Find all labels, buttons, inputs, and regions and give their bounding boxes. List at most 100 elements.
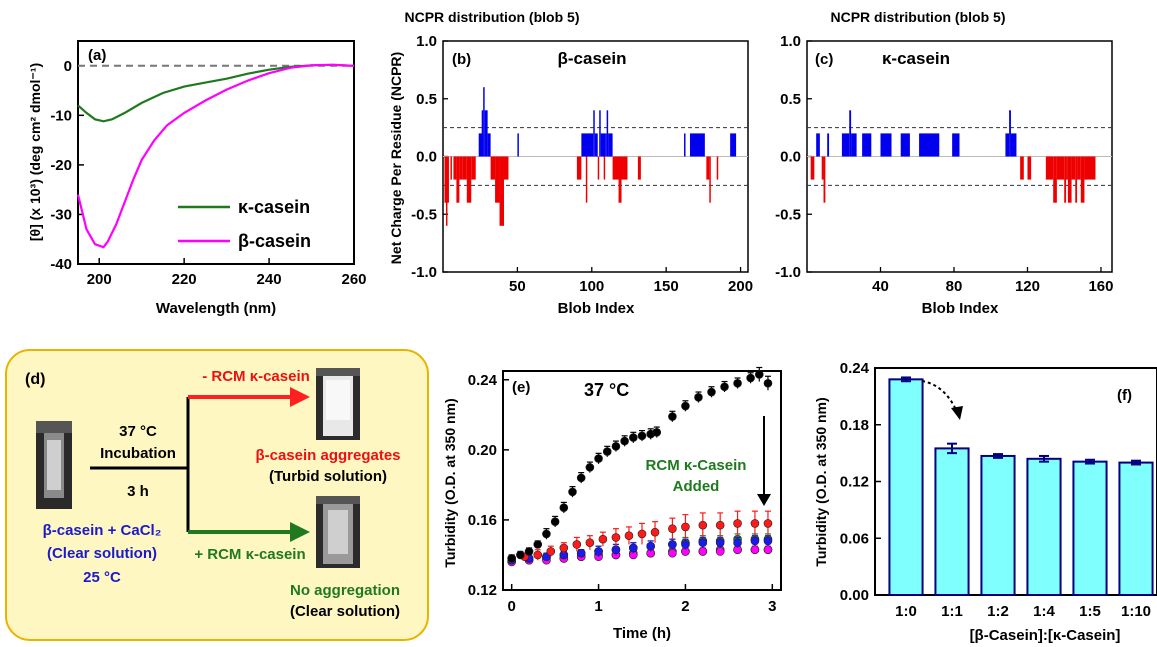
sample-temp: 25 °C — [83, 569, 121, 586]
turbidity-bar — [1026, 457, 1062, 596]
ncpr-bar-negative — [490, 156, 496, 180]
ncpr-bar-negative — [1020, 156, 1024, 180]
data-point — [594, 547, 603, 556]
ncpr-bar-negative — [1075, 156, 1078, 203]
y-tick-label: 1.0 — [416, 33, 437, 50]
ncpr-bar-positive — [608, 133, 613, 157]
legend-label-beta: β-casein — [238, 231, 311, 251]
y-tick-label: 0.5 — [780, 91, 801, 108]
ncpr-bar-negative — [576, 156, 582, 180]
panel-c-ncpr-kappa: NCPR distribution (blob 5) (c) κ-casein … — [775, 9, 1113, 317]
x-tick-label: 0 — [508, 598, 516, 615]
condition-incubation: Incubation — [100, 445, 176, 462]
ncpr-bar-positive — [594, 133, 598, 157]
ncpr-bar-negative — [618, 156, 622, 203]
data-point — [707, 387, 716, 397]
panel-e-ylabel: Turbidity (O.D. at 350 nm) — [442, 398, 458, 567]
panel-b-xlabel: Blob Index — [558, 300, 635, 317]
result-bottom-state: (Clear solution) — [290, 603, 400, 620]
data-point — [524, 547, 534, 556]
panel-f-label: (f) — [1117, 387, 1132, 404]
data-point — [629, 433, 638, 442]
ncpr-bar-negative — [450, 156, 452, 180]
turbidity-bar — [1118, 461, 1154, 597]
data-point — [611, 442, 621, 451]
panel-a-ylabel: [θ] (x 10³) (deg cm² dmol⁻¹) — [27, 63, 43, 241]
sample-label: β-casein + CaCl₂ — [43, 522, 162, 539]
data-point — [624, 531, 634, 540]
data-point — [585, 538, 595, 547]
result-top-state: (Turbid solution) — [269, 468, 387, 485]
panel-a-label: (a) — [88, 47, 106, 64]
ncpr-bar-negative — [1027, 156, 1032, 180]
y-tick-label: -1.0 — [411, 264, 437, 281]
y-tick-label: 0.0 — [416, 149, 437, 166]
ncpr-bar-negative — [1084, 156, 1096, 180]
branch-top-label: - RCM κ-casein — [202, 368, 310, 385]
ncpr-bar-positive — [484, 110, 488, 157]
data-point — [733, 538, 742, 547]
x-tick-label: 220 — [172, 271, 197, 288]
data-point — [750, 519, 760, 528]
ncpr-bar-negative — [706, 156, 710, 180]
data-point — [576, 548, 586, 558]
data-point — [763, 519, 773, 528]
data-point — [576, 473, 586, 483]
result-top-label: β-casein aggregates — [255, 447, 400, 464]
ncpr-bar-positive — [816, 133, 819, 157]
ncpr-bar-negative — [597, 156, 600, 180]
ncpr-bar-positive — [606, 110, 609, 157]
ncpr-bar-negative — [1080, 156, 1085, 203]
y-tick-label: -30 — [50, 206, 72, 223]
data-point — [629, 543, 638, 553]
ncpr-bar-positive — [1005, 133, 1010, 157]
data-point — [763, 536, 773, 546]
data-point — [568, 487, 577, 497]
y-tick-label: -20 — [50, 157, 72, 174]
data-point — [611, 545, 621, 555]
data-point — [546, 547, 556, 556]
cuvette-start-image — [36, 421, 72, 509]
data-point — [681, 401, 690, 411]
ncpr-bar-positive — [478, 133, 484, 157]
data-point — [652, 428, 662, 437]
data-point — [637, 431, 647, 441]
ncpr-bar-positive — [605, 133, 607, 157]
cuvette-turbid-image — [316, 368, 360, 440]
ncpr-bar-negative — [471, 156, 476, 180]
data-point — [715, 538, 725, 547]
panel-f-turbidity-ratio: (f) [β-Casein]:[κ-Casein] Turbidity (O.D… — [813, 360, 1157, 644]
data-point — [542, 529, 551, 539]
data-point — [733, 378, 742, 388]
ncpr-bar-negative — [453, 156, 457, 180]
ncpr-bar-negative — [716, 156, 719, 180]
x-tick-label: 1:2 — [987, 603, 1009, 620]
ncpr-bar-positive — [919, 133, 940, 157]
data-point — [559, 543, 569, 553]
x-tick-label: 50 — [509, 278, 526, 295]
ncpr-bar-negative — [637, 156, 641, 180]
legend-label-kappa: κ-casein — [238, 197, 310, 217]
y-tick-label: 0.20 — [468, 442, 497, 459]
ncpr-bar-negative — [1064, 156, 1067, 203]
y-tick-label: -0.5 — [411, 206, 437, 223]
ncpr-bar-negative — [1045, 156, 1054, 180]
ncpr-bar-negative — [504, 156, 509, 180]
panel-f-ticks: 0.00 0.06 0.12 0.18 0.24 — [840, 360, 881, 604]
data-point — [750, 545, 760, 555]
panel-c-title: NCPR distribution (blob 5) — [831, 9, 1006, 25]
panel-b-ylabel: Net Charge Per Residue (NCPR) — [388, 52, 404, 264]
x-tick-label: 150 — [654, 278, 679, 295]
panel-e-frame — [502, 370, 782, 591]
panel-a-legend: κ-casein β-casein — [178, 197, 311, 251]
data-point — [550, 517, 560, 526]
ncpr-bar-positive — [1010, 133, 1017, 157]
ncpr-bar-negative — [1066, 156, 1068, 180]
dotted-arrow — [921, 380, 958, 413]
ncpr-bar-negative — [823, 156, 826, 203]
ncpr-bar-positive — [684, 133, 686, 157]
ncpr-bar-positive — [827, 133, 830, 157]
annotation-rcm-line1: RCM κ-Casein — [646, 457, 747, 474]
branch-bottom-label: + RCM κ-casein — [194, 546, 305, 563]
annotation-rcm-line2: Added — [673, 478, 720, 495]
